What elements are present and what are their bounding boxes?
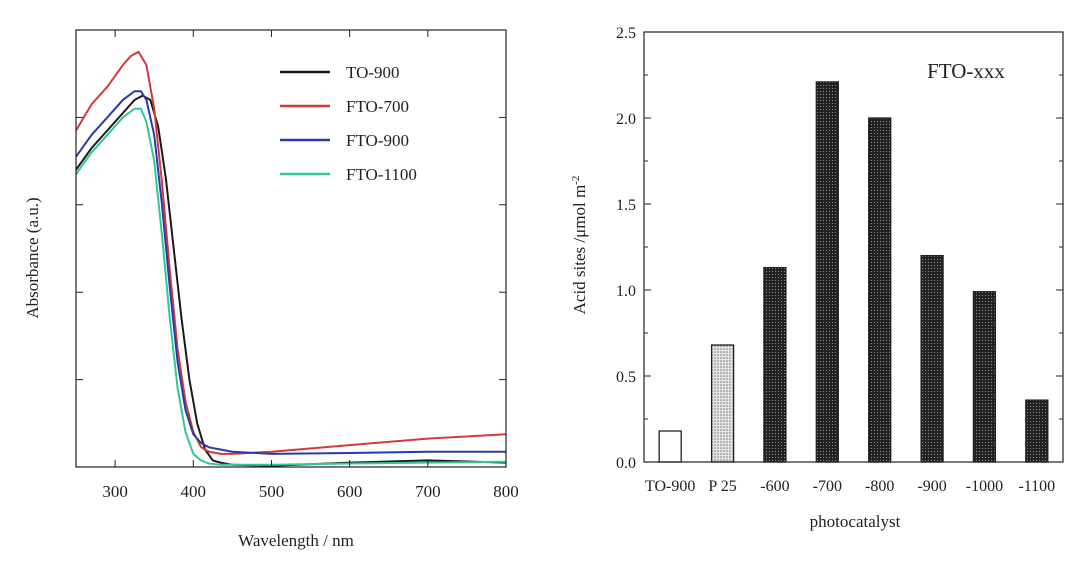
legend-label: FTO-700 — [346, 97, 409, 116]
series-line-to-900 — [75, 94, 507, 467]
left-plot-frame — [75, 29, 507, 468]
left-x-tick-label: 600 — [337, 482, 363, 501]
left-x-tick-label: 800 — [493, 482, 519, 501]
series-line-fto-900 — [75, 90, 506, 455]
left-x-tick-label: 500 — [259, 482, 285, 501]
left-y-axis-label: Absorbance (a.u.) — [23, 197, 42, 318]
legend-label: TO-900 — [346, 63, 400, 82]
legend-label: FTO-1100 — [346, 165, 417, 184]
left-x-tick-label: 400 — [181, 482, 207, 501]
left-x-tick-label: 700 — [415, 482, 441, 501]
legend-label: FTO-900 — [346, 131, 409, 150]
left-x-tick-label: 300 — [102, 482, 128, 501]
series-line-fto-1100 — [75, 107, 507, 466]
left-x-axis-label: Wavelength / nm — [238, 531, 354, 550]
series-line-fto-700 — [75, 50, 507, 455]
